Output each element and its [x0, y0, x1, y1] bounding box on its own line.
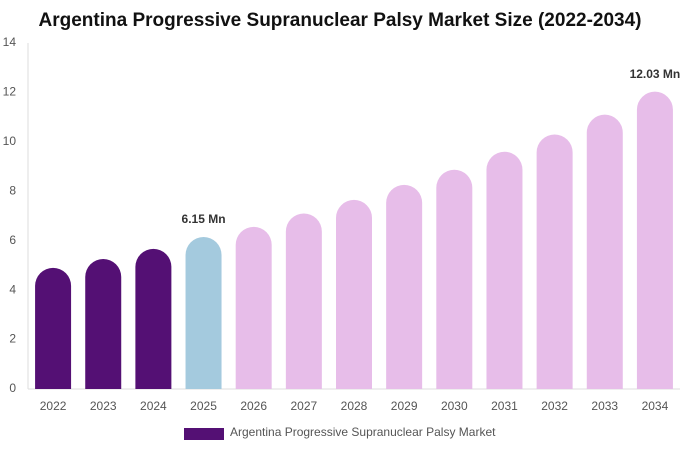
- y-tick-label: 14: [3, 35, 17, 49]
- bar: [536, 134, 573, 389]
- bar: [285, 213, 322, 389]
- x-tick-label: 2032: [541, 399, 568, 413]
- bar: [336, 199, 372, 389]
- x-tick-label: 2026: [240, 399, 267, 413]
- y-tick-label: 6: [9, 233, 16, 247]
- bar: [135, 248, 172, 389]
- legend-label: Argentina Progressive Supranuclear Palsy…: [230, 425, 496, 439]
- x-tick-label: 2025: [190, 399, 217, 413]
- bar: [386, 184, 423, 389]
- y-tick-label: 0: [9, 381, 16, 395]
- y-tick-label: 8: [9, 183, 16, 197]
- x-tick-label: 2029: [391, 399, 418, 413]
- bar: [436, 169, 473, 389]
- bar: [636, 91, 673, 390]
- x-tick-label: 2028: [341, 399, 368, 413]
- chart-title: Argentina Progressive Supranuclear Palsy…: [39, 10, 642, 31]
- data-label: 12.03 Mn: [630, 67, 680, 81]
- bar: [235, 226, 272, 389]
- x-tick-label: 2027: [290, 399, 317, 413]
- x-tick-label: 2034: [642, 399, 669, 413]
- bar: [35, 267, 72, 389]
- bar: [185, 237, 222, 389]
- y-tick-label: 10: [3, 134, 17, 148]
- y-tick-label: 12: [3, 85, 17, 99]
- x-tick-label: 2023: [90, 399, 117, 413]
- bar: [85, 259, 122, 389]
- data-label: 6.15 Mn: [182, 212, 226, 226]
- bar: [486, 151, 523, 389]
- x-tick-label: 2030: [441, 399, 468, 413]
- y-tick-label: 2: [9, 332, 16, 346]
- x-tick-label: 2024: [140, 399, 167, 413]
- x-tick-label: 2022: [40, 399, 67, 413]
- x-tick-label: 2033: [591, 399, 618, 413]
- legend-swatch: [184, 428, 224, 440]
- x-tick-label: 2031: [491, 399, 518, 413]
- bar: [586, 114, 623, 389]
- y-tick-label: 4: [9, 282, 16, 296]
